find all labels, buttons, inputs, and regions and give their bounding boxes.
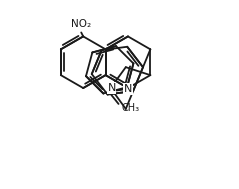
Text: N: N <box>124 84 132 94</box>
Text: CH₃: CH₃ <box>121 103 140 113</box>
Text: N: N <box>107 83 116 93</box>
Text: NO₂: NO₂ <box>71 19 91 29</box>
